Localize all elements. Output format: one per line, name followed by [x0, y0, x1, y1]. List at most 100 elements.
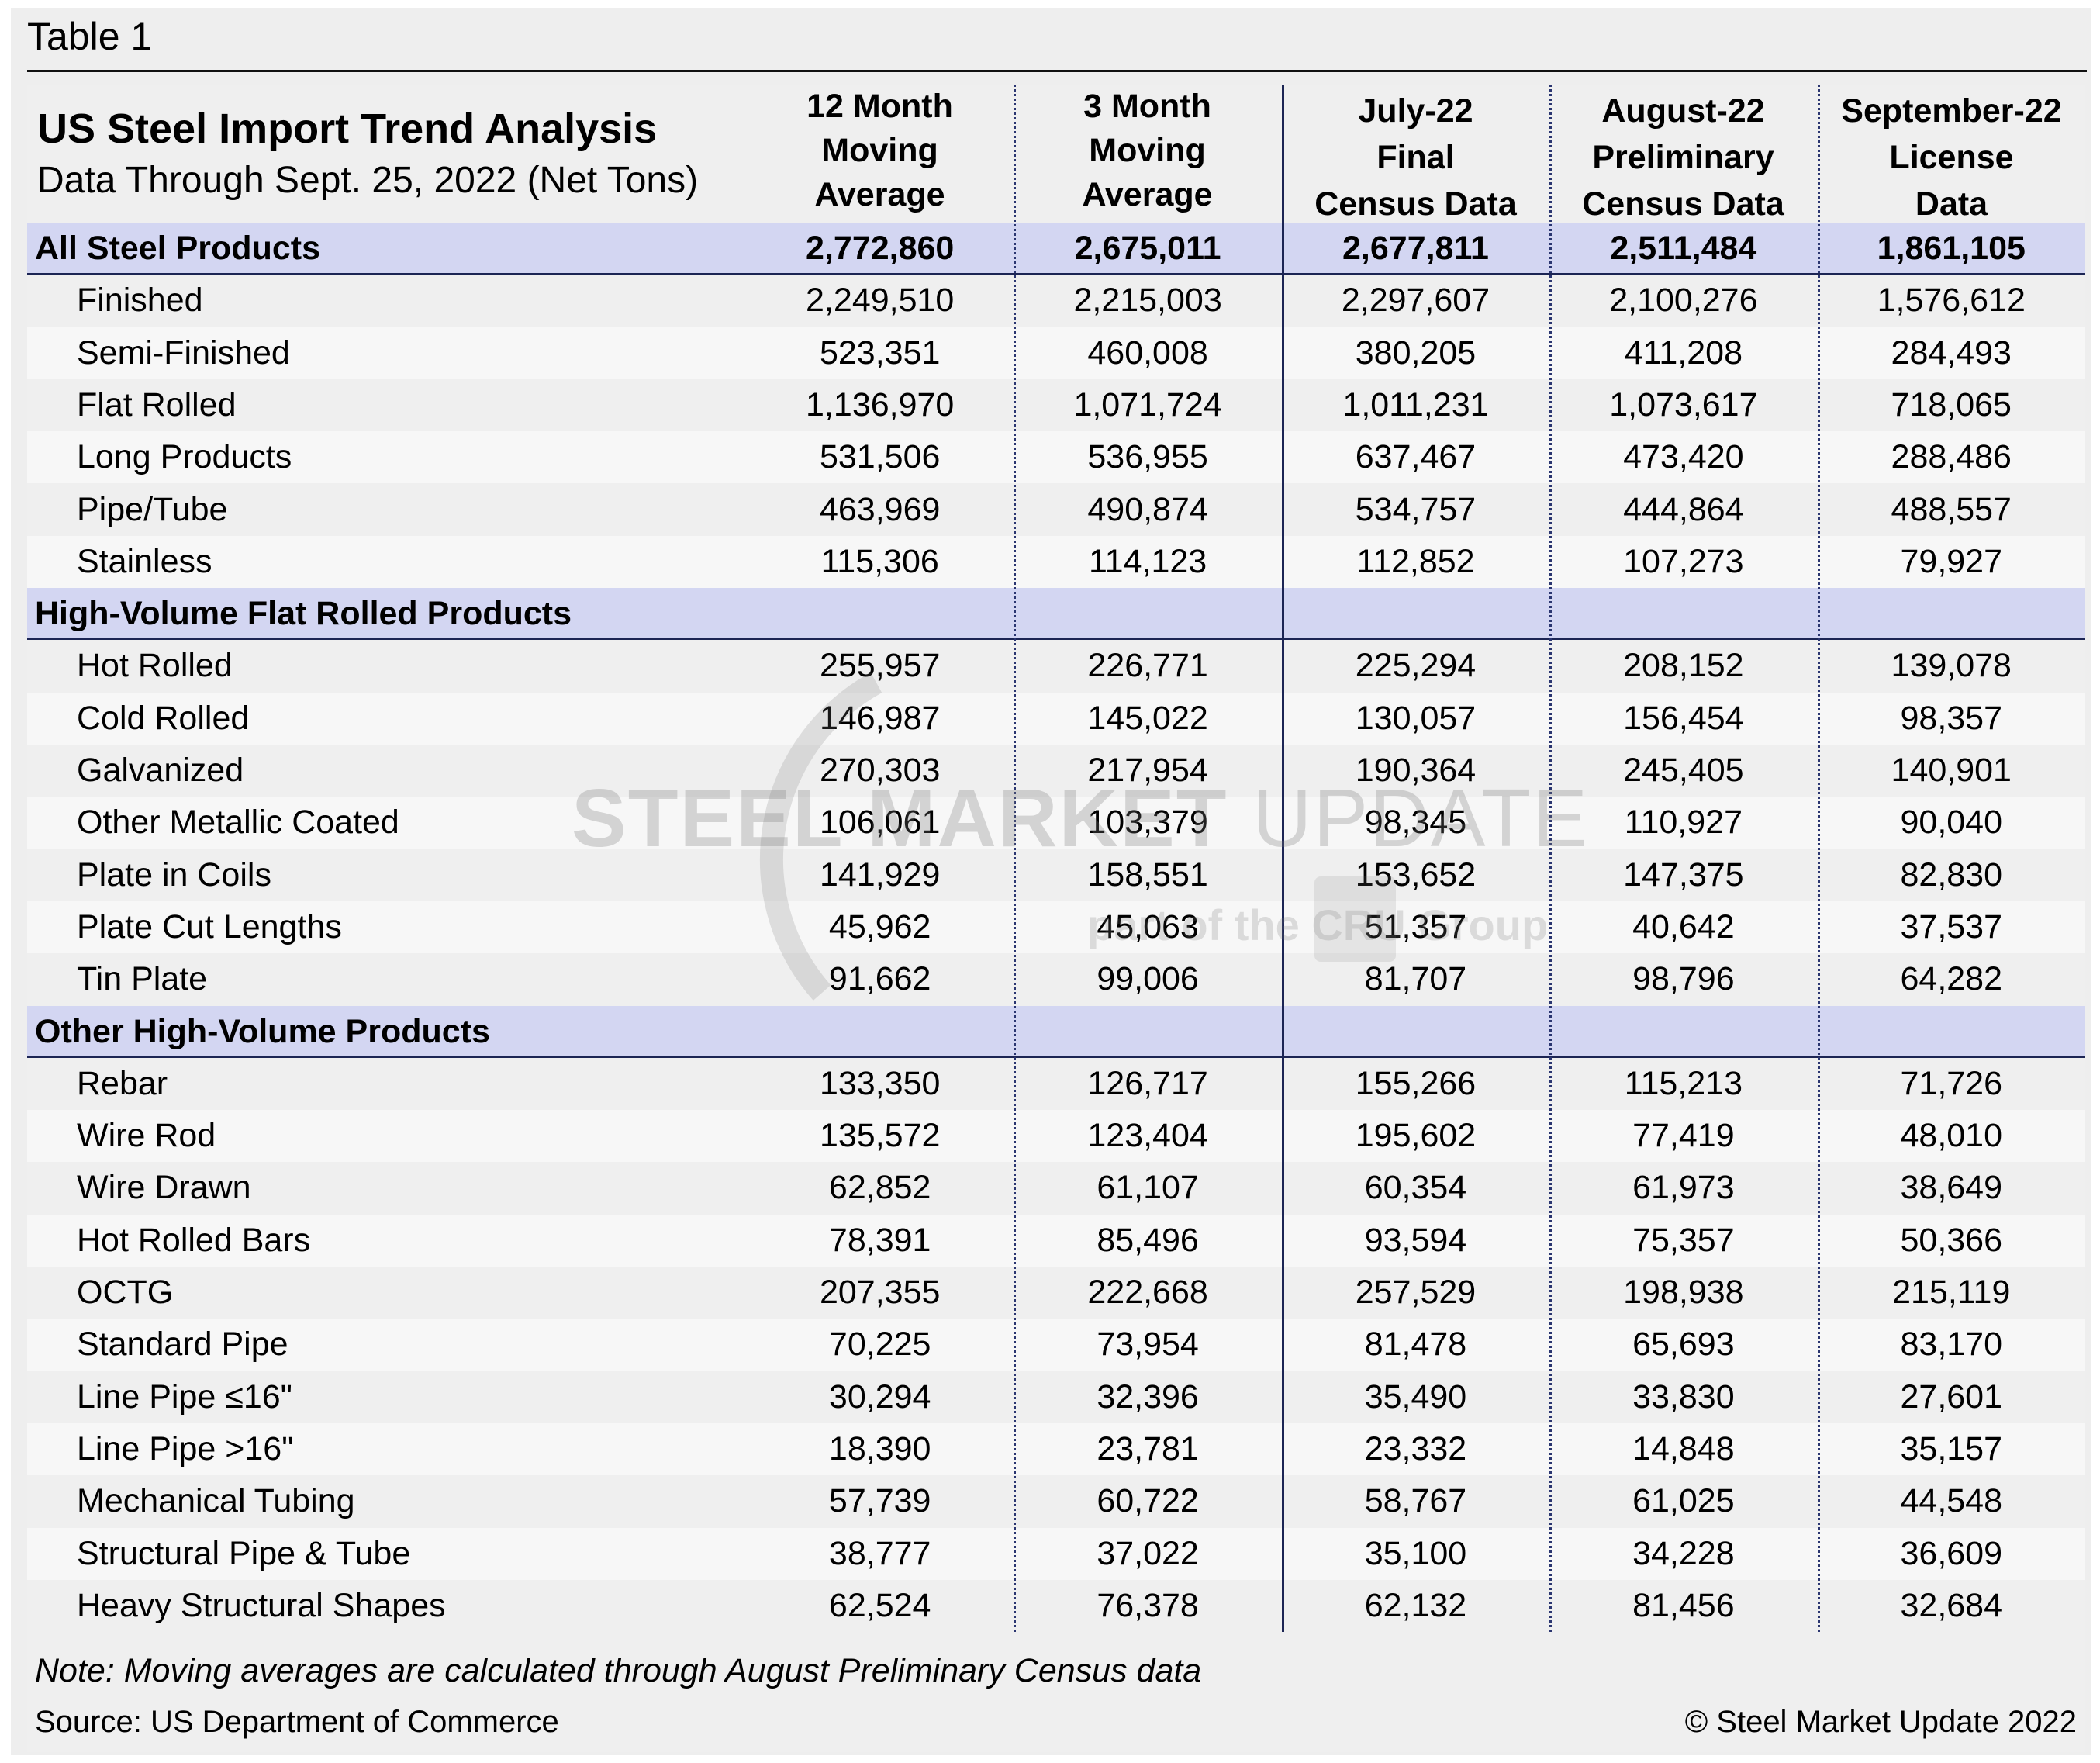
- cell-value: 62,852: [828, 1169, 931, 1207]
- cell-value: 155,266: [1355, 1064, 1477, 1102]
- cell-value: 153,652: [1355, 856, 1477, 894]
- column-header: July-22 Final Census Data: [1282, 88, 1549, 227]
- row-label: Cold Rolled: [77, 699, 250, 737]
- cell-value: 37,537: [1900, 907, 2003, 945]
- cell-value: 115,306: [820, 542, 939, 580]
- cell-value: 61,107: [1097, 1169, 1199, 1207]
- cell-value: 81,707: [1364, 960, 1467, 998]
- row-label: Flat Rolled: [77, 385, 237, 423]
- table-row: Line Pipe >16" 18,390 23,781 23,332 14,848 35…: [27, 1422, 2085, 1475]
- cell-value: 106,061: [819, 804, 941, 842]
- cell-value: 1,073,617: [1609, 385, 1758, 423]
- table-row: Cold Rolled 146,987 145,022 130,057 156,454 9…: [27, 692, 2085, 745]
- column-header: September-22 License Data: [1818, 88, 2085, 227]
- cell-value: 115,213: [1624, 1064, 1743, 1102]
- cell-value: 79,927: [1900, 542, 2003, 580]
- cell-value: 2,677,811: [1342, 230, 1489, 267]
- cell-value: 217,954: [1087, 752, 1208, 789]
- table-subtitle: Data Through Sept. 25, 2022 (Net Tons): [37, 160, 699, 201]
- table-row: Rebar 133,350 126,717 155,266 115,213 71,726: [27, 1057, 2085, 1110]
- cell-value: 225,294: [1355, 647, 1477, 685]
- column-header-line: July-22: [1358, 92, 1473, 130]
- row-label: Line Pipe >16": [77, 1429, 294, 1467]
- table-row: Flat Rolled 1,136,970 1,071,724 1,011,231 1,…: [27, 379, 2085, 431]
- cell-value: 98,796: [1632, 960, 1735, 998]
- row-label: All Steel Products: [35, 230, 320, 267]
- cell-value: 114,123: [1088, 542, 1207, 580]
- section-header-row: High-Volume Flat Rolled Products: [27, 588, 2085, 641]
- row-label: Other Metallic Coated: [77, 804, 399, 842]
- cell-value: 44,548: [1900, 1482, 2003, 1520]
- cell-value: 62,132: [1364, 1586, 1467, 1624]
- cell-value: 23,332: [1364, 1429, 1467, 1467]
- cell-value: 34,228: [1632, 1534, 1735, 1572]
- cell-value: 637,467: [1355, 438, 1477, 476]
- table-row: Hot Rolled Bars 78,391 85,496 93,594 75,357 5…: [27, 1214, 2085, 1267]
- column-header-line: August-22: [1601, 92, 1765, 130]
- cell-value: 2,215,003: [1073, 282, 1222, 320]
- cell-value: 145,022: [1087, 699, 1208, 737]
- column-header-line: License: [1889, 139, 2014, 176]
- row-label: OCTG: [77, 1274, 174, 1311]
- row-label: Structural Pipe & Tube: [77, 1534, 411, 1572]
- cell-value: 38,649: [1900, 1169, 2003, 1207]
- cell-value: 226,771: [1087, 647, 1208, 685]
- row-label: Line Pipe ≤16": [77, 1378, 292, 1416]
- row-label: Galvanized: [77, 752, 244, 789]
- table-row: Heavy Structural Shapes 62,524 76,378 62,13…: [27, 1579, 2085, 1632]
- cell-value: 112,852: [1356, 542, 1475, 580]
- cell-value: 1,136,970: [806, 385, 955, 423]
- cell-value: 718,065: [1891, 385, 2012, 423]
- cell-value: 207,355: [819, 1274, 941, 1311]
- cell-value: 30,294: [828, 1378, 931, 1416]
- cell-value: 23,781: [1097, 1429, 1199, 1467]
- table-row: Mechanical Tubing 57,739 60,722 58,767 61,02…: [27, 1475, 2085, 1528]
- cell-value: 156,454: [1623, 699, 1744, 737]
- cell-value: 534,757: [1355, 490, 1477, 528]
- cell-value: 190,364: [1355, 752, 1477, 789]
- cell-value: 531,506: [819, 438, 941, 476]
- cell-value: 98,357: [1900, 699, 2003, 737]
- column-header-line: 12 Month: [806, 88, 953, 125]
- row-label: Mechanical Tubing: [77, 1482, 355, 1520]
- source-note: Source: US Department of Commerce: [35, 1705, 559, 1739]
- cell-value: 18,390: [828, 1429, 931, 1467]
- cell-value: 195,602: [1355, 1117, 1477, 1155]
- row-label: High-Volume Flat Rolled Products: [35, 595, 572, 633]
- cell-value: 48,010: [1900, 1117, 2003, 1155]
- column-header: 3 Month Moving Average: [1014, 85, 1281, 217]
- cell-value: 126,717: [1087, 1064, 1208, 1102]
- footnote: Note: Moving averages are calculated thr…: [35, 1652, 1202, 1689]
- cell-value: 81,478: [1364, 1326, 1467, 1364]
- cell-value: 107,273: [1623, 542, 1744, 580]
- cell-value: 2,675,011: [1074, 230, 1221, 267]
- cell-value: 110,927: [1624, 804, 1743, 842]
- cell-value: 123,404: [1087, 1117, 1208, 1155]
- table-row: Finished 2,249,510 2,215,003 2,297,607 2,100…: [27, 275, 2085, 327]
- table-row: Tin Plate 91,662 99,006 81,707 98,796 64,282: [27, 953, 2085, 1006]
- cell-value: 27,601: [1900, 1378, 2003, 1416]
- cell-value: 90,040: [1900, 804, 2003, 842]
- cell-value: 245,405: [1623, 752, 1744, 789]
- column-header-line: Census Data: [1314, 185, 1517, 223]
- cell-value: 141,929: [819, 856, 941, 894]
- table-row: Wire Drawn 62,852 61,107 60,354 61,973 38,649: [27, 1162, 2085, 1215]
- cell-value: 536,955: [1087, 438, 1208, 476]
- cell-value: 85,496: [1097, 1221, 1199, 1259]
- cell-value: 91,662: [828, 960, 931, 998]
- cell-value: 35,490: [1364, 1378, 1467, 1416]
- column-header: 12 Month Moving Average: [746, 85, 1014, 217]
- table-row: Semi-Finished 523,351 460,008 380,205 411,20…: [27, 327, 2085, 379]
- table-title: US Steel Import Trend Analysis: [37, 105, 658, 152]
- cell-value: 215,119: [1892, 1274, 2011, 1311]
- cell-value: 523,351: [819, 334, 941, 372]
- cell-value: 463,969: [819, 490, 941, 528]
- cell-value: 60,722: [1097, 1482, 1199, 1520]
- cell-value: 99,006: [1097, 960, 1199, 998]
- cell-value: 37,022: [1097, 1534, 1199, 1572]
- cell-value: 61,025: [1632, 1482, 1735, 1520]
- column-header-line: Moving: [821, 132, 938, 169]
- cell-value: 140,901: [1891, 752, 2012, 789]
- table-row: Stainless 115,306 114,123 112,852 107,273 79,…: [27, 535, 2085, 588]
- cell-value: 58,767: [1364, 1482, 1467, 1520]
